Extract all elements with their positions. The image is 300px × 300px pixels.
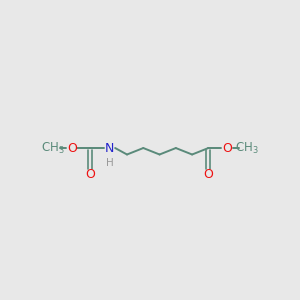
- Text: H: H: [106, 158, 113, 168]
- Text: O: O: [222, 142, 232, 154]
- Text: CH$_3$: CH$_3$: [41, 140, 64, 156]
- Text: O: O: [67, 142, 77, 154]
- Text: CH$_3$: CH$_3$: [235, 140, 259, 156]
- Text: O: O: [85, 168, 95, 181]
- Text: N: N: [105, 142, 114, 154]
- Text: O: O: [203, 168, 213, 181]
